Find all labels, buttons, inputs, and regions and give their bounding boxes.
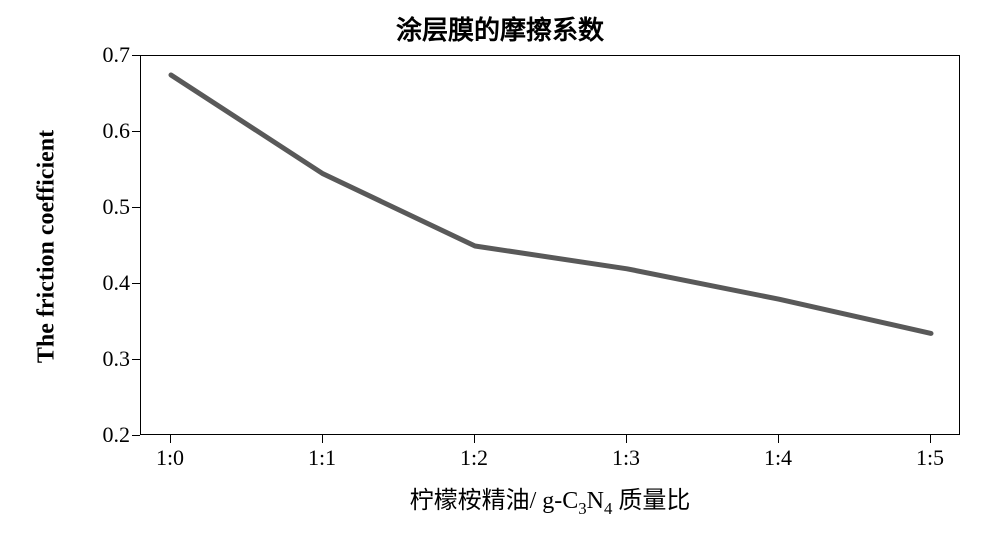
plot-area (140, 55, 960, 435)
y-tick-label: 0.4 (80, 270, 130, 296)
y-tick-mark (132, 207, 140, 208)
x-tick-label: 1:2 (434, 445, 514, 471)
chart-title: 涂层膜的摩擦系数 (0, 10, 1000, 47)
y-tick-mark (132, 435, 140, 436)
y-tick-mark (132, 283, 140, 284)
x-tick-label: 1:1 (282, 445, 362, 471)
x-tick-mark (474, 435, 475, 443)
y-tick-label: 0.6 (80, 118, 130, 144)
x-tick-label: 1:0 (130, 445, 210, 471)
x-tick-label: 1:5 (890, 445, 970, 471)
y-tick-label: 0.7 (80, 42, 130, 68)
y-tick-label: 0.5 (80, 194, 130, 220)
x-tick-mark (778, 435, 779, 443)
x-tick-label: 1:4 (738, 445, 818, 471)
y-tick-label: 0.3 (80, 346, 130, 372)
x-tick-mark (626, 435, 627, 443)
y-tick-mark (132, 359, 140, 360)
chart-container: 涂层膜的摩擦系数 The friction coefficient 柠檬桉精油/… (0, 0, 1000, 550)
x-tick-mark (170, 435, 171, 443)
y-tick-label: 0.2 (80, 422, 130, 448)
x-axis-label: 柠檬桉精油/ g-C3N4 质量比 (140, 480, 960, 519)
series-line (171, 75, 931, 333)
x-tick-label: 1:3 (586, 445, 666, 471)
y-axis-label: The friction coefficient (34, 97, 61, 397)
x-tick-mark (322, 435, 323, 443)
y-tick-mark (132, 131, 140, 132)
y-tick-mark (132, 55, 140, 56)
data-line-svg (141, 56, 961, 436)
x-axis-label-text: 柠檬桉精油/ g-C3N4 质量比 (410, 488, 691, 514)
x-tick-mark (930, 435, 931, 443)
